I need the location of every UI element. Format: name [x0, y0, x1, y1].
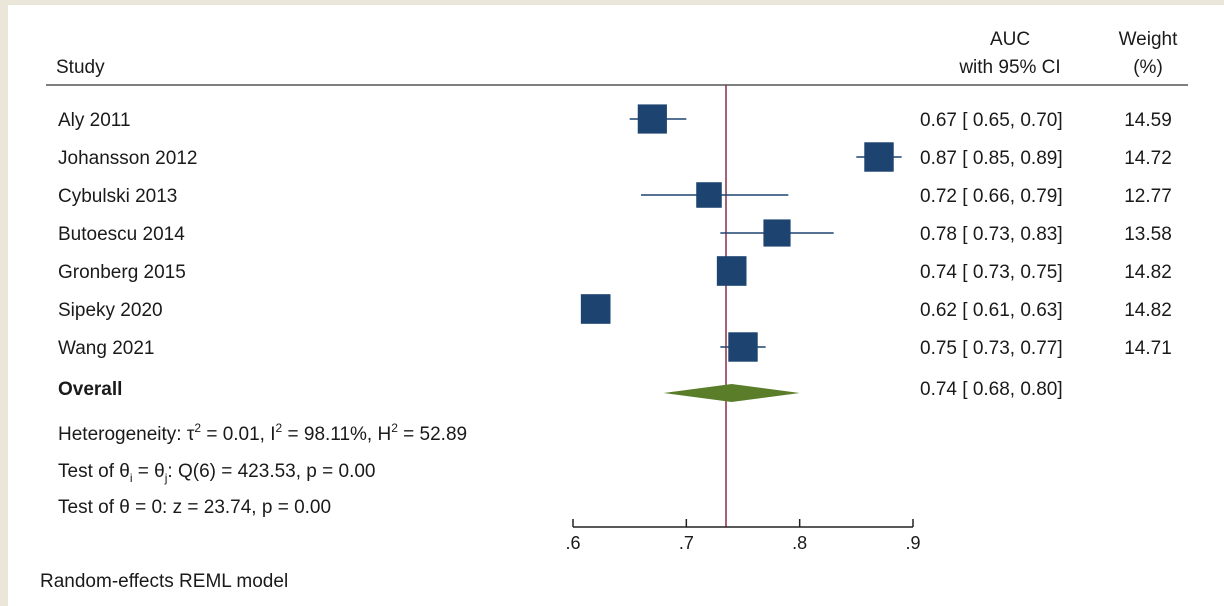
study-row: Wang 2021 0.75 [ 0.73, 0.77] 14.71 — [58, 332, 1172, 362]
study-marker — [637, 104, 667, 134]
study-ci-text: 0.72 [ 0.66, 0.79] — [920, 186, 1063, 207]
study-weight: 14.59 — [1124, 110, 1172, 131]
x-tick-label: .8 — [792, 533, 807, 553]
header-weight-unit: (%) — [1133, 57, 1163, 78]
study-marker — [580, 294, 611, 324]
test-equality: Test of θi = θj: Q(6) = 423.53, p = 0.00 — [58, 461, 376, 485]
study-name: Aly 2011 — [58, 110, 131, 131]
study-marker — [763, 219, 791, 247]
x-tick-label: .6 — [565, 533, 580, 553]
study-marker — [716, 256, 747, 286]
footnote: Random-effects REML model — [40, 571, 289, 592]
study-row: Butoescu 2014 0.78 [ 0.73, 0.83] 13.58 — [58, 219, 1172, 247]
study-ci-text: 0.78 [ 0.73, 0.83] — [920, 224, 1063, 245]
study-ci-text: 0.67 [ 0.65, 0.70] — [920, 110, 1063, 131]
study-name: Wang 2021 — [58, 338, 154, 359]
header-auc-ci: with 95% CI — [958, 57, 1060, 78]
study-row: Sipeky 2020 0.62 [ 0.61, 0.63] 14.82 — [58, 294, 1172, 324]
overall-ci-text: 0.74 [ 0.68, 0.80] — [920, 379, 1063, 400]
study-ci-text: 0.75 [ 0.73, 0.77] — [920, 338, 1063, 359]
study-weight: 14.82 — [1124, 300, 1172, 321]
x-tick-label: .9 — [905, 533, 920, 553]
study-name: Gronberg 2015 — [58, 262, 186, 283]
heterogeneity-stats: Heterogeneity: τ2 = 0.01, I2 = 98.11%, H… — [58, 421, 467, 445]
forest-plot-panel: Study AUC with 95% CI Weight (%) Aly 201… — [8, 5, 1224, 606]
study-marker — [864, 142, 894, 172]
test-zero: Test of θ = 0: z = 23.74, p = 0.00 — [58, 497, 331, 518]
header-auc: AUC — [990, 29, 1030, 50]
study-weight: 13.58 — [1124, 224, 1172, 245]
x-tick-label: .7 — [679, 533, 694, 553]
study-name: Johansson 2012 — [58, 148, 197, 169]
study-row: Cybulski 2013 0.72 [ 0.66, 0.79] 12.77 — [58, 182, 1172, 208]
study-ci-text: 0.74 [ 0.73, 0.75] — [920, 262, 1063, 283]
study-weight: 14.71 — [1124, 338, 1172, 359]
study-row: Aly 2011 0.67 [ 0.65, 0.70] 14.59 — [58, 104, 1172, 134]
study-weight: 14.72 — [1124, 148, 1172, 169]
overall-label: Overall — [58, 379, 122, 400]
study-row: Gronberg 2015 0.74 [ 0.73, 0.75] 14.82 — [58, 256, 1172, 286]
study-ci-text: 0.62 [ 0.61, 0.63] — [920, 300, 1063, 321]
study-row: Johansson 2012 0.87 [ 0.85, 0.89] 14.72 — [58, 142, 1172, 172]
study-marker — [696, 182, 722, 208]
header-study: Study — [56, 57, 105, 78]
study-name: Cybulski 2013 — [58, 186, 177, 207]
study-ci-text: 0.87 [ 0.85, 0.89] — [920, 148, 1063, 169]
forest-plot: Study AUC with 95% CI Weight (%) Aly 201… — [46, 29, 1188, 553]
study-name: Sipeky 2020 — [58, 300, 163, 321]
study-marker — [728, 332, 758, 362]
overall-diamond — [663, 384, 800, 402]
study-weight: 12.77 — [1124, 186, 1172, 207]
header-weight: Weight — [1119, 29, 1179, 50]
study-name: Butoescu 2014 — [58, 224, 185, 245]
study-weight: 14.82 — [1124, 262, 1172, 283]
